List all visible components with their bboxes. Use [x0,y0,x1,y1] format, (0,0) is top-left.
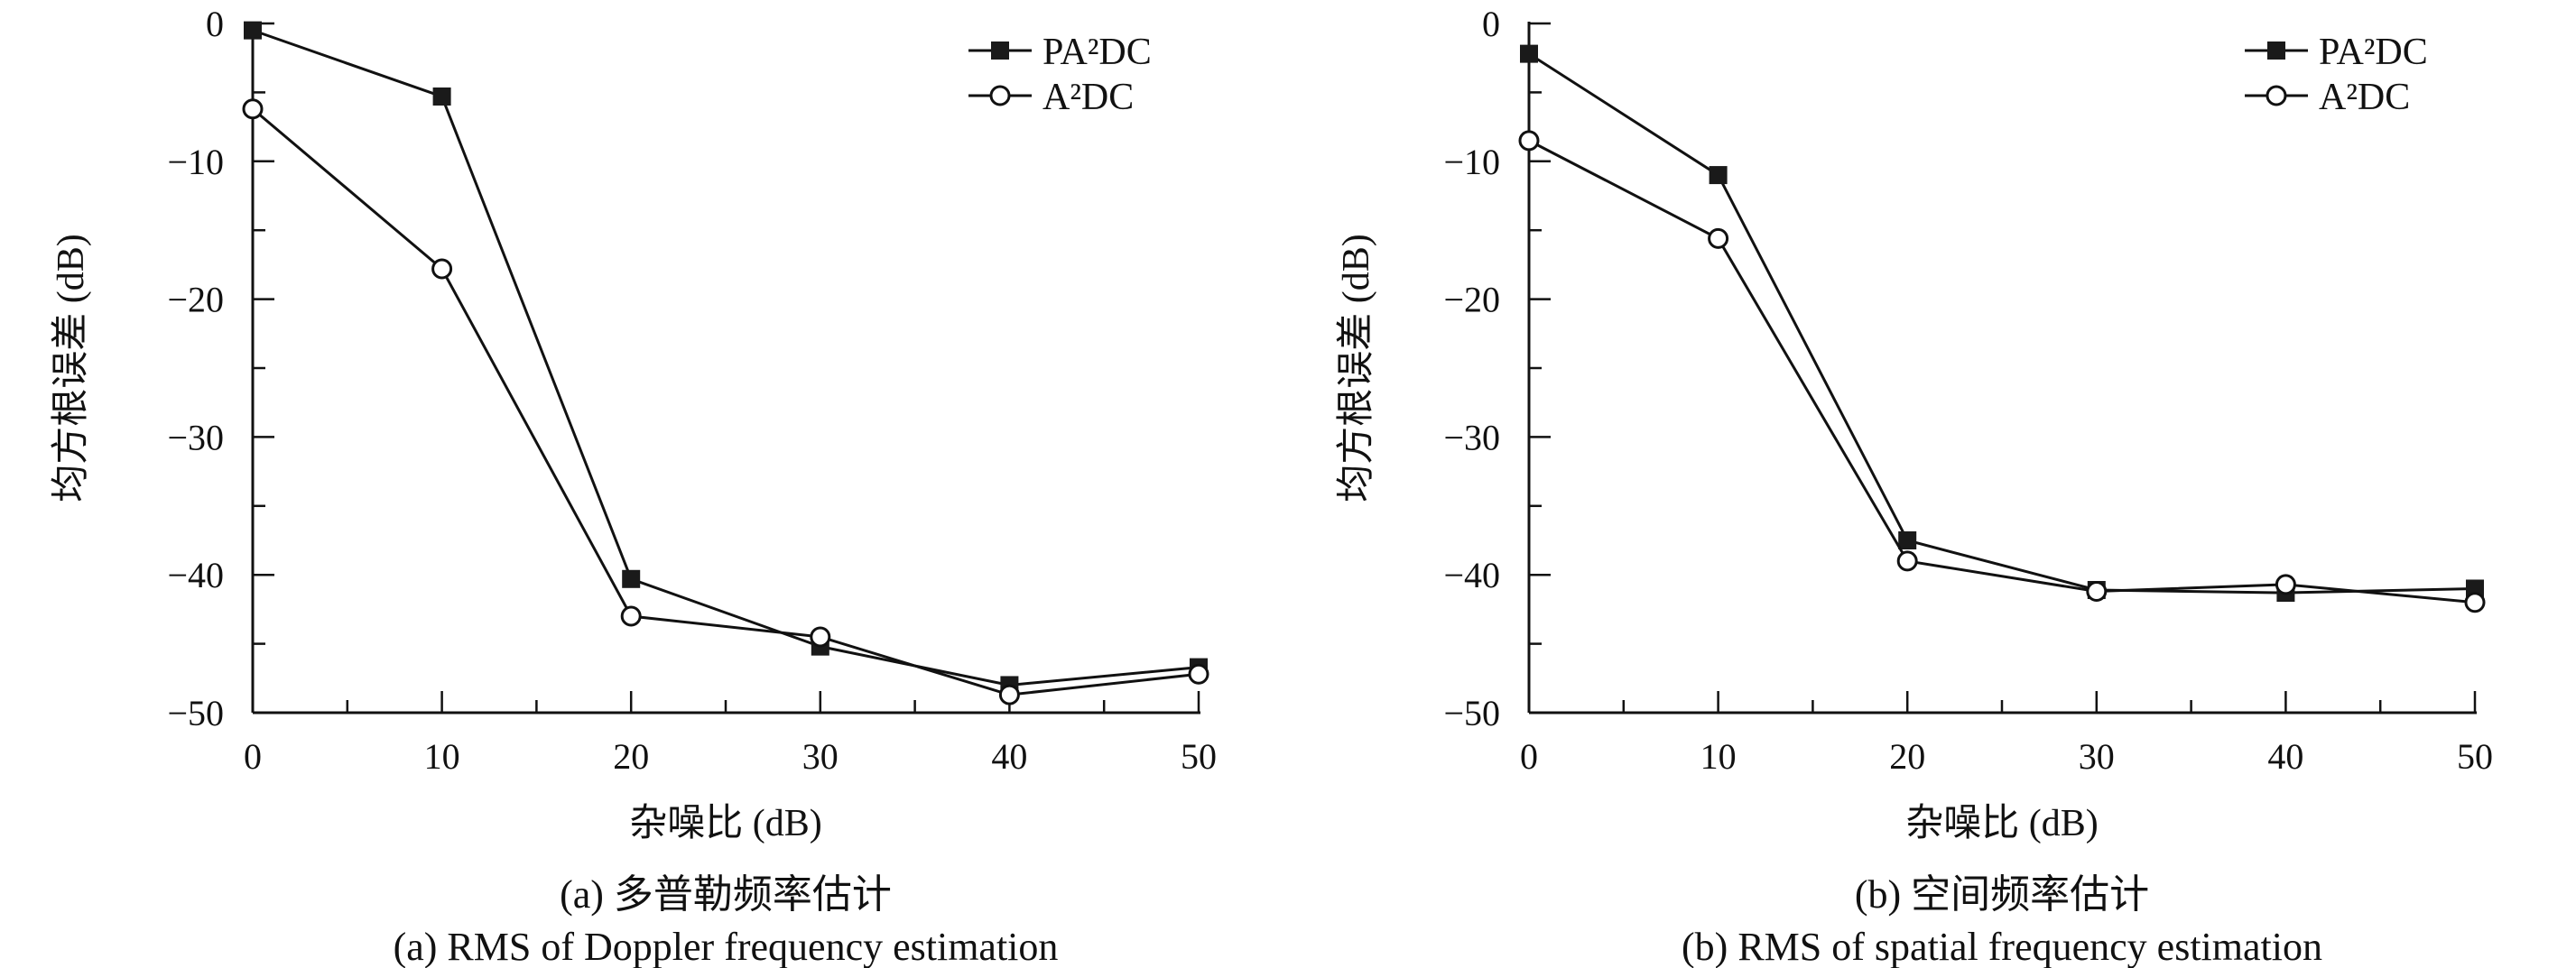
x-tick-label: 20 [613,736,649,777]
data-point-square [622,569,641,588]
data-point-circle [810,626,831,648]
data-point-circle [2275,574,2296,595]
data-point-circle [1518,130,1540,152]
data-point-square [1898,531,1917,549]
data-point-circle [2086,581,2108,603]
legend-entry: PA²DC [2245,32,2428,73]
caption-chinese: (a) 多普勒频率估计 [560,872,892,917]
series-line [1528,139,2476,604]
data-point-square [1520,44,1538,63]
x-tick-label: 10 [1700,736,1737,777]
data-point-square [432,87,451,106]
legend-entry: A²DC [968,77,1134,118]
data-point-circle [1896,550,1918,572]
y-tick-label: −40 [167,555,224,595]
y-tick-label: −30 [1443,417,1500,457]
legend-entry: A²DC [2245,77,2410,118]
data-point-circle [2464,592,2486,613]
series-a2dc [1518,130,2486,613]
y-tick-label: −10 [167,142,224,182]
x-tick-label: 30 [802,736,839,777]
series-line [252,29,1200,687]
x-tick-label: 30 [2079,736,2115,777]
data-point-circle [431,258,453,280]
x-axis-label: 杂噪比 (dB) [1905,803,2099,844]
caption-english: (a) RMS of Doppler frequency estimation [394,925,1059,968]
legend-label: A²DC [2319,77,2410,118]
x-tick-label: 0 [1520,736,1538,777]
y-axis-label: 均方根误差 (dB) [1336,234,1377,502]
chart-panel-a: 0 −10 −20 −30 −40 −50 0 10 20 30 40 50 杂噪比 (dB) 均方根误差… [51,4,1217,968]
x-tick-label: 40 [2267,736,2303,777]
legend-label: PA²DC [1042,32,1152,73]
y-tick-label: −40 [1443,555,1500,595]
series-pa2dc [1520,44,2484,603]
data-point-square [244,21,262,40]
y-tick-label: 0 [1482,4,1500,44]
x-axis-label: 杂噪比 (dB) [629,803,822,844]
caption-english: (b) RMS of spatial frequency estimation [1682,925,2322,968]
x-tick-label: 0 [244,736,262,777]
legend-marker-square [991,41,1009,60]
series-a2dc [242,98,1209,705]
y-tick-label: −10 [1443,142,1500,182]
data-point-square [1709,166,1728,185]
data-point-circle [242,98,264,120]
legend-label: A²DC [1042,77,1134,118]
y-tick-label: 0 [206,4,224,44]
y-tick-label: −20 [1443,280,1500,320]
y-tick-label: −50 [1443,693,1500,733]
x-tick-label: 40 [991,736,1027,777]
x-tick-label: 50 [1181,736,1217,777]
series-pa2dc [244,21,1208,695]
data-point-circle [1708,227,1729,249]
y-tick-label: −20 [167,280,224,320]
data-point-circle [1188,663,1209,685]
y-tick-label: −50 [167,693,224,733]
x-tick-label: 20 [1889,736,1925,777]
y-axis-label: 均方根误差 (dB) [51,234,92,502]
legend-marker-square [2267,41,2285,60]
y-tick-label: −30 [167,417,224,457]
x-tick-label: 50 [2457,736,2493,777]
caption-chinese: (b) 空间频率估计 [1855,872,2149,917]
data-point-circle [620,605,642,627]
data-point-circle [998,684,1020,705]
legend-label: PA²DC [2319,32,2428,73]
series-line [252,107,1200,696]
legend-marker-circle [989,85,1011,106]
legend-entry: PA²DC [968,32,1152,73]
chart-panel-b: 0 −10 −20 −30 −40 −50 0 10 20 30 40 50 杂噪比 (dB) 均方根误差… [1336,4,2493,968]
series-line [1528,52,2476,595]
x-tick-label: 10 [424,736,460,777]
legend-marker-circle [2266,85,2287,106]
